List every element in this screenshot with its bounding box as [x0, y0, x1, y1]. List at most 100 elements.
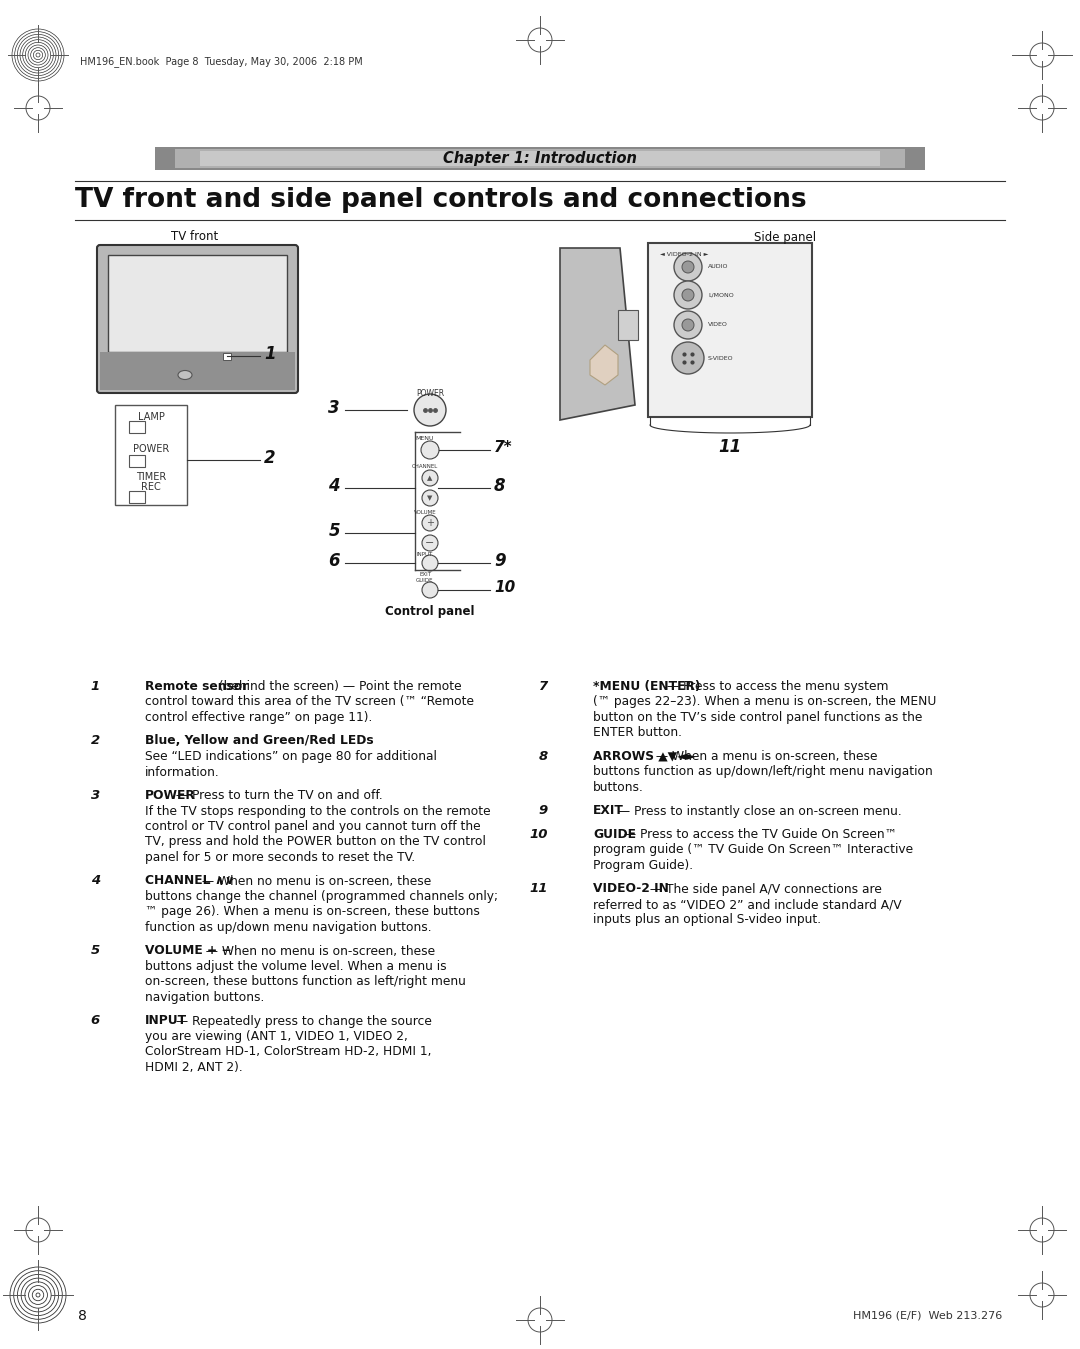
Text: 2: 2	[264, 449, 275, 467]
Text: +: +	[426, 518, 434, 527]
Text: 2: 2	[91, 734, 100, 747]
Text: INPUT: INPUT	[145, 1014, 187, 1028]
Text: — Press to turn the TV on and off.: — Press to turn the TV on and off.	[172, 789, 382, 803]
Text: — Press to access the TV Guide On Screen™: — Press to access the TV Guide On Screen…	[620, 828, 896, 840]
Ellipse shape	[178, 371, 192, 379]
Text: — The side panel A/V connections are: — The side panel A/V connections are	[647, 882, 882, 896]
Text: VIDEO-2 IN: VIDEO-2 IN	[593, 882, 669, 896]
Text: ColorStream HD-1, ColorStream HD-2, HDMI 1,: ColorStream HD-1, ColorStream HD-2, HDMI…	[145, 1045, 432, 1059]
Circle shape	[414, 394, 446, 426]
Text: button on the TV’s side control panel functions as the: button on the TV’s side control panel fu…	[593, 711, 922, 724]
Text: ▼: ▼	[428, 495, 433, 500]
Text: TIMER: TIMER	[136, 472, 166, 482]
Text: buttons change the channel (programmed channels only;: buttons change the channel (programmed c…	[145, 890, 498, 902]
Circle shape	[674, 312, 702, 339]
Text: 5: 5	[91, 944, 100, 958]
Text: 5: 5	[328, 522, 340, 540]
Text: EXIT: EXIT	[593, 804, 624, 817]
Circle shape	[681, 289, 694, 301]
Text: 10: 10	[494, 580, 515, 595]
Text: POWER: POWER	[145, 789, 195, 803]
Text: TV, press and hold the POWER button on the TV control: TV, press and hold the POWER button on t…	[145, 835, 486, 849]
Text: function as up/down menu navigation buttons.: function as up/down menu navigation butt…	[145, 921, 432, 934]
Text: Blue, Yellow and Green/Red LEDs: Blue, Yellow and Green/Red LEDs	[145, 734, 374, 747]
Text: information.: information.	[145, 765, 219, 778]
Bar	[129, 455, 145, 467]
Text: LAMP: LAMP	[137, 411, 164, 422]
Circle shape	[422, 515, 438, 532]
Text: 1: 1	[91, 680, 100, 693]
Text: See “LED indications” on page 80 for additional: See “LED indications” on page 80 for add…	[145, 750, 437, 764]
Text: INPUT: INPUT	[417, 552, 433, 557]
Text: Program Guide).: Program Guide).	[593, 859, 693, 871]
Text: (™ pages 22–23). When a menu is on-screen, the MENU: (™ pages 22–23). When a menu is on-scree…	[593, 696, 936, 708]
Text: 8: 8	[539, 750, 548, 764]
Text: inputs plus an optional S-video input.: inputs plus an optional S-video input.	[593, 913, 821, 927]
Text: — When a menu is on-screen, these: — When a menu is on-screen, these	[652, 750, 877, 764]
Text: ▲: ▲	[428, 475, 433, 482]
Circle shape	[681, 260, 694, 272]
Text: Side panel: Side panel	[754, 231, 816, 244]
Text: VIDEO: VIDEO	[708, 322, 728, 328]
Text: GUIDE: GUIDE	[593, 828, 636, 840]
Bar	[108, 255, 287, 352]
Bar	[100, 352, 295, 390]
Polygon shape	[590, 345, 618, 384]
Text: buttons.: buttons.	[593, 781, 644, 795]
Text: Remote sensor: Remote sensor	[145, 680, 248, 693]
Bar	[114, 405, 187, 505]
Text: POWER: POWER	[133, 444, 170, 455]
Text: EXIT: EXIT	[419, 572, 431, 576]
Text: AUDIO: AUDIO	[708, 264, 729, 270]
Text: control effective range” on page 11).: control effective range” on page 11).	[145, 711, 373, 724]
Text: control toward this area of the TV screen (™ “Remote: control toward this area of the TV scree…	[145, 696, 474, 708]
Text: −: −	[426, 538, 434, 548]
Text: 1: 1	[264, 345, 275, 363]
Text: 9: 9	[494, 552, 505, 571]
Text: Chapter 1: Introduction: Chapter 1: Introduction	[443, 151, 637, 166]
Text: *MENU (ENTER): *MENU (ENTER)	[593, 680, 700, 693]
Text: VOLUME: VOLUME	[414, 510, 436, 515]
Text: 8: 8	[78, 1309, 86, 1323]
Text: CHANNEL: CHANNEL	[411, 464, 438, 468]
Text: 7*: 7*	[494, 441, 513, 456]
Text: — Press to access the menu system: — Press to access the menu system	[662, 680, 888, 693]
Text: buttons adjust the volume level. When a menu is: buttons adjust the volume level. When a …	[145, 960, 447, 973]
FancyBboxPatch shape	[648, 243, 812, 417]
Circle shape	[681, 318, 694, 331]
Text: If the TV stops responding to the controls on the remote: If the TV stops responding to the contro…	[145, 804, 490, 817]
Text: program guide (™ TV Guide On Screen™ Interactive: program guide (™ TV Guide On Screen™ Int…	[593, 843, 913, 857]
Text: — When no menu is on-screen, these: — When no menu is on-screen, these	[199, 874, 432, 888]
Bar	[129, 421, 145, 433]
Text: — Press to instantly close an on-screen menu.: — Press to instantly close an on-screen …	[615, 804, 902, 817]
Text: HM196 (E/F)  Web 213.276: HM196 (E/F) Web 213.276	[853, 1311, 1002, 1321]
Text: REC: REC	[141, 482, 161, 492]
Circle shape	[674, 254, 702, 281]
Text: ENTER button.: ENTER button.	[593, 727, 681, 739]
Text: TV front: TV front	[172, 231, 218, 244]
FancyBboxPatch shape	[97, 246, 298, 393]
Text: POWER: POWER	[416, 389, 444, 398]
Text: TV front and side panel controls and connections: TV front and side panel controls and con…	[75, 188, 807, 213]
Text: 3: 3	[328, 399, 340, 417]
Bar	[200, 151, 880, 166]
Text: control or TV control panel and you cannot turn off the: control or TV control panel and you cann…	[145, 820, 481, 832]
Text: 6: 6	[328, 552, 340, 571]
Bar	[175, 148, 905, 169]
Circle shape	[422, 554, 438, 571]
Text: — Repeatedly press to change the source: — Repeatedly press to change the source	[172, 1014, 432, 1028]
Text: — When no menu is on-screen, these: — When no menu is on-screen, these	[199, 944, 435, 958]
Text: Control panel: Control panel	[386, 606, 475, 618]
Text: VOLUME + −: VOLUME + −	[145, 944, 231, 958]
Text: buttons function as up/down/left/right menu navigation: buttons function as up/down/left/right m…	[593, 765, 933, 778]
Circle shape	[422, 469, 438, 486]
Text: L/MONO: L/MONO	[708, 293, 733, 298]
Text: 10: 10	[529, 828, 548, 840]
Text: 4: 4	[91, 874, 100, 888]
Circle shape	[672, 343, 704, 374]
Circle shape	[422, 581, 438, 598]
Text: on-screen, these buttons function as left/right menu: on-screen, these buttons function as lef…	[145, 975, 465, 989]
Circle shape	[422, 536, 438, 550]
Bar	[129, 491, 145, 503]
Text: ™ page 26). When a menu is on-screen, these buttons: ™ page 26). When a menu is on-screen, th…	[145, 905, 480, 919]
